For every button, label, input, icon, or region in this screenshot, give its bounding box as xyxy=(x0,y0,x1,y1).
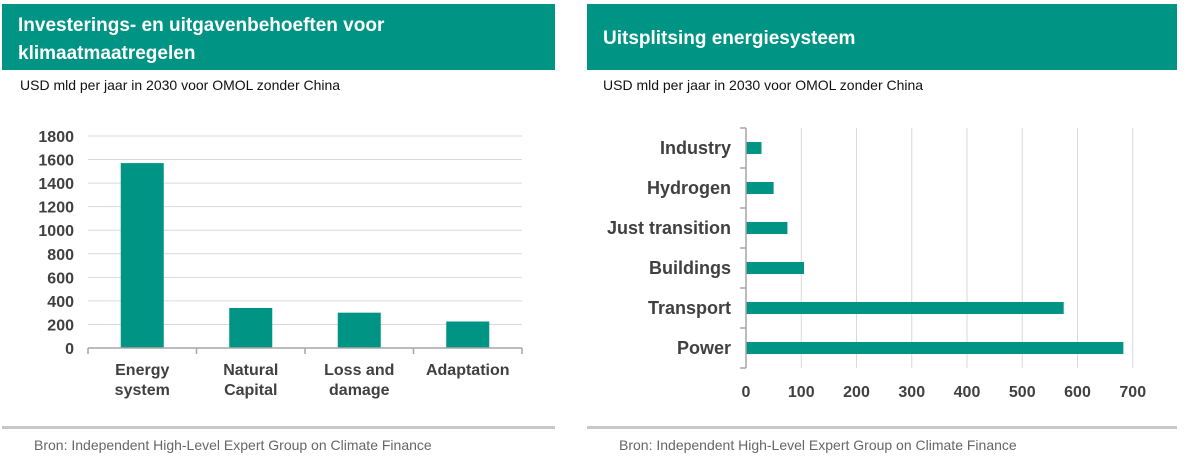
y-tick-label: Just transition xyxy=(607,218,731,238)
x-tick-label: Energy xyxy=(115,362,169,379)
bar xyxy=(120,163,164,348)
x-tick-label: 100 xyxy=(788,384,815,401)
x-tick-label: Loss and xyxy=(324,362,394,379)
x-tick-label: 700 xyxy=(1119,384,1146,401)
y-tick-label: Industry xyxy=(660,138,731,158)
y-tick-label: Hydrogen xyxy=(647,178,731,198)
bar xyxy=(337,312,381,348)
y-tick-label: 1800 xyxy=(38,129,74,146)
y-tick-label: 1600 xyxy=(38,153,74,170)
x-tick-label: 400 xyxy=(954,384,981,401)
source-note: Bron: Independent High-Level Expert Grou… xyxy=(34,437,432,453)
chart-panel-energy-system: Uitsplitsing energiesysteem USD mld per … xyxy=(587,0,1177,457)
bar-chart-investment: 0 200 400 600 800 1000 1200 1400 1600 1800 Energy s… xyxy=(38,129,523,399)
y-tick-label: Buildings xyxy=(649,258,731,278)
source-note: Bron: Independent High-Level Expert Grou… xyxy=(619,437,1017,453)
y-tick-label: 1000 xyxy=(38,223,74,240)
x-tick-label: 500 xyxy=(1009,384,1036,401)
bar xyxy=(446,321,490,348)
chart-panel-investment: Investerings- en uitgavenbehoeften voor … xyxy=(2,0,555,457)
bar xyxy=(746,342,1124,354)
y-tick-label: 1200 xyxy=(38,200,74,217)
x-tick-label: system xyxy=(115,382,170,399)
chart-subtitle: USD mld per jaar in 2030 voor OMOL zonde… xyxy=(20,77,341,93)
bar xyxy=(746,182,774,194)
bar xyxy=(746,222,788,234)
bar xyxy=(746,302,1064,314)
x-tick-label: 300 xyxy=(898,384,925,401)
bar xyxy=(229,307,273,348)
y-tick-label: 600 xyxy=(47,270,74,287)
x-tick-label: Adaptation xyxy=(426,362,510,379)
y-tick-label: 200 xyxy=(47,317,74,334)
y-tick-label: Power xyxy=(677,338,731,358)
x-tick-label: Natural xyxy=(223,362,278,379)
y-tick-label: 800 xyxy=(47,247,74,264)
y-tick-label: 1400 xyxy=(38,176,74,193)
bar xyxy=(746,142,762,154)
x-tick-label: 200 xyxy=(843,384,870,401)
divider xyxy=(587,426,1177,429)
x-tick-label: damage xyxy=(329,382,390,399)
x-tick-label: 0 xyxy=(742,384,751,401)
y-tick-label: Transport xyxy=(648,298,731,318)
bar-chart-energy-system: 0 100 200 300 400 500 600 700 Industry Hydrogen Ju… xyxy=(607,127,1146,401)
chart-subtitle: USD mld per jaar in 2030 voor OMOL zonde… xyxy=(603,77,924,93)
chart-header: Investerings- en uitgavenbehoeften voor … xyxy=(2,4,555,70)
chart-header: Uitsplitsing energiesysteem xyxy=(587,4,1177,70)
divider xyxy=(2,426,555,429)
bar xyxy=(746,262,805,274)
y-tick-label: 0 xyxy=(65,341,74,358)
y-tick-label: 400 xyxy=(47,294,74,311)
x-tick-label: 600 xyxy=(1064,384,1091,401)
x-tick-label: Capital xyxy=(224,382,277,399)
